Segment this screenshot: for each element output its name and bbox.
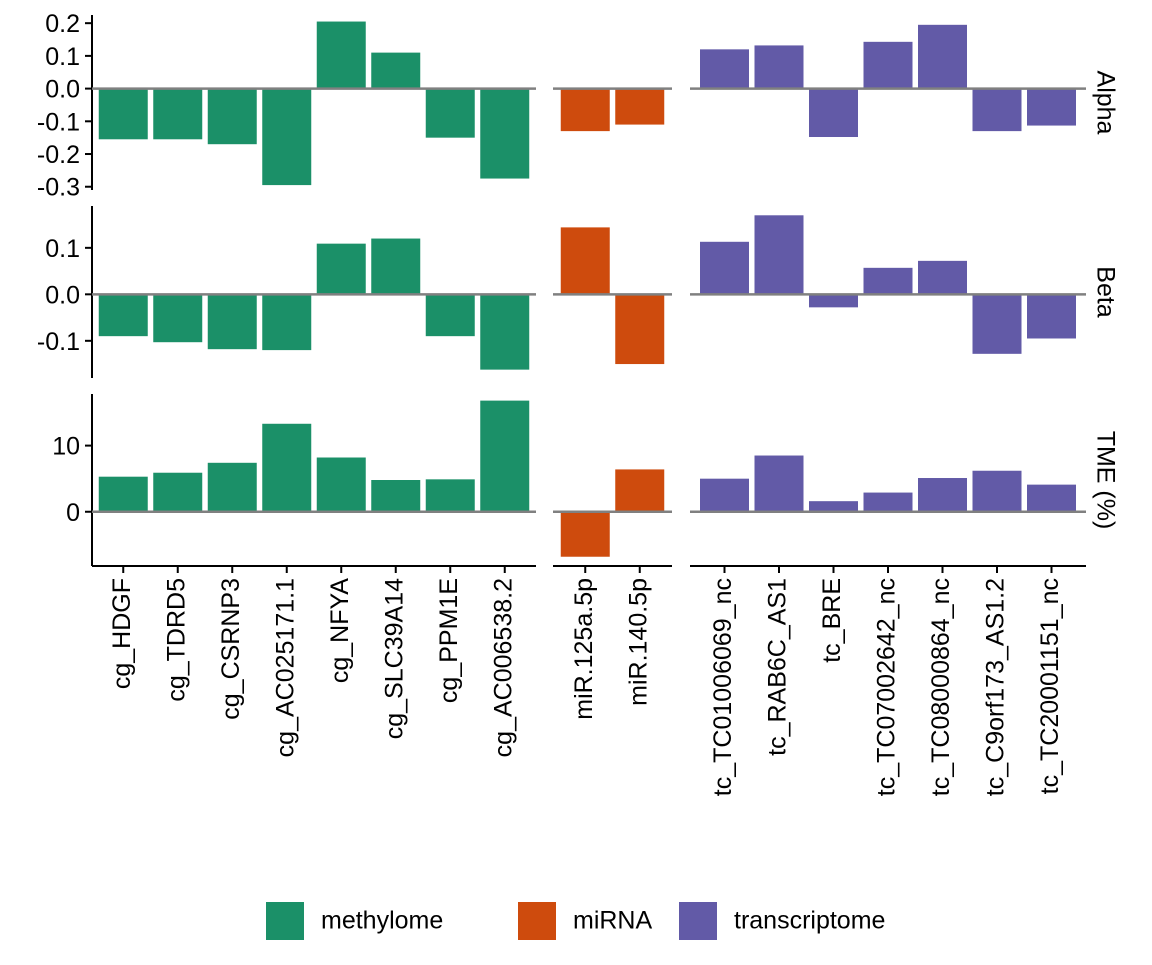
bar <box>560 511 610 557</box>
bar <box>153 472 203 512</box>
x-tick-label: cg_NFYA <box>326 578 354 683</box>
bar <box>560 227 610 295</box>
bar <box>371 238 421 295</box>
y-tick-label: 0.2 <box>45 10 80 38</box>
bar <box>863 267 913 295</box>
bar <box>371 52 421 89</box>
bar <box>153 88 203 140</box>
bar <box>480 88 530 179</box>
bar <box>700 478 749 512</box>
bar <box>918 24 967 89</box>
facet-label-2: TME (%) <box>1091 431 1119 530</box>
bar <box>918 260 967 295</box>
y-tick-label: 0 <box>66 499 80 527</box>
x-tick-label: tc_TC01006069_nc <box>709 578 737 796</box>
bar <box>316 457 366 512</box>
bar <box>754 455 804 512</box>
bar <box>480 294 530 370</box>
bar <box>615 469 665 512</box>
bar <box>972 88 1022 132</box>
bar <box>98 88 148 140</box>
bar <box>809 501 858 512</box>
bar <box>809 88 858 138</box>
bar <box>863 492 913 512</box>
x-tick-label: cg_AC006538.2 <box>489 578 517 757</box>
y-tick-label: 10 <box>52 433 80 461</box>
bar <box>425 294 475 337</box>
bar <box>98 476 148 512</box>
bar <box>262 294 312 351</box>
bar <box>207 88 257 145</box>
y-tick-label: -0.3 <box>37 174 80 202</box>
bar <box>1027 294 1076 339</box>
bar <box>153 294 203 343</box>
bar <box>480 400 530 512</box>
bar <box>560 88 610 132</box>
x-tick-label: tc_RAB6C_AS1 <box>764 578 792 756</box>
bar <box>371 480 421 512</box>
x-tick-label: tc_TC20001151_nc <box>1036 578 1064 794</box>
y-tick-label: -0.1 <box>37 328 80 356</box>
x-tick-label: cg_TDRD5 <box>162 578 190 702</box>
bar <box>98 294 148 337</box>
bar <box>207 294 257 350</box>
bar <box>207 462 257 512</box>
legend-swatch <box>518 902 556 940</box>
x-tick-label: tc_TC08000864_nc <box>927 578 955 796</box>
bar <box>700 49 749 89</box>
y-tick-label: 0.0 <box>45 76 80 104</box>
bar <box>615 88 665 125</box>
x-tick-label: miR.125a.5p <box>570 578 598 720</box>
bar <box>972 470 1022 512</box>
facet-label-0: Alpha <box>1091 71 1119 135</box>
x-tick-label: cg_CSRNP3 <box>217 578 245 720</box>
bar <box>262 88 312 186</box>
legend-label: miRNA <box>573 907 652 935</box>
legend-label: transcriptome <box>734 907 885 935</box>
y-tick-label: -0.1 <box>37 108 80 136</box>
bar <box>615 294 665 365</box>
bar <box>1027 484 1076 512</box>
bar <box>316 21 366 89</box>
facet-label-1: Beta <box>1091 266 1119 318</box>
legend-swatch <box>679 902 717 940</box>
x-tick-label: tc_BRE <box>818 578 846 663</box>
y-tick-label: 0.1 <box>45 235 80 263</box>
bar <box>809 294 858 308</box>
x-tick-label: miR.140.5p <box>624 578 652 706</box>
bar <box>425 479 475 512</box>
x-tick-label: cg_SLC39A14 <box>380 578 408 739</box>
bar <box>754 45 804 89</box>
bar <box>425 88 475 138</box>
bar <box>918 478 967 512</box>
x-tick-label: tc_C9orf173_AS1.2 <box>982 578 1010 796</box>
x-tick-label: cg_AC025171.1 <box>271 578 299 757</box>
y-tick-label: 0.1 <box>45 43 80 71</box>
x-tick-label: cg_PPM1E <box>435 578 463 703</box>
bar <box>754 215 804 295</box>
legend-label: methylome <box>321 907 443 935</box>
bar <box>316 243 366 295</box>
y-tick-label: -0.2 <box>37 141 80 169</box>
bar <box>1027 88 1076 126</box>
bar <box>863 41 913 89</box>
x-tick-label: cg_HDGF <box>108 578 136 689</box>
legend-swatch <box>266 902 304 940</box>
y-tick-label: 0.0 <box>45 281 80 309</box>
bar <box>700 241 749 295</box>
bar <box>972 294 1022 354</box>
x-tick-label: tc_TC07002642_nc <box>873 578 901 796</box>
bar <box>262 423 312 512</box>
